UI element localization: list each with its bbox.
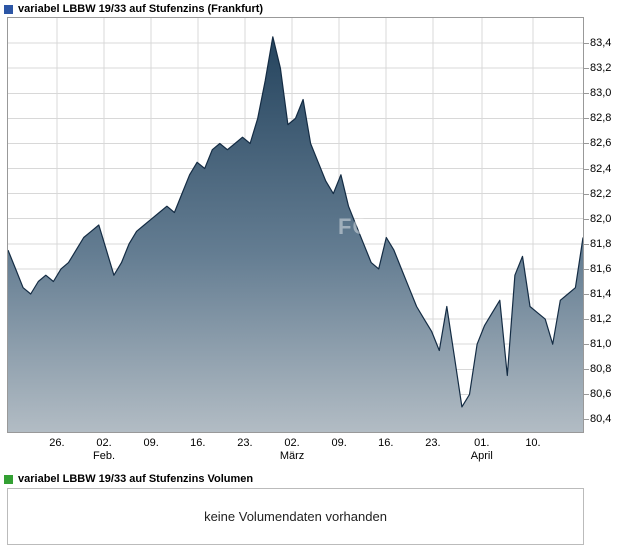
y-axis-tick-label: 83,2 (590, 62, 612, 75)
y-axis-tick-mark (584, 319, 589, 321)
y-axis-tick-label: 81,8 (590, 237, 612, 250)
x-axis-tick-label: 26. (49, 437, 65, 449)
x-axis-tick-label: 09. (143, 437, 159, 449)
y-axis-tick-label: 83,4 (590, 37, 612, 50)
x-axis-tick-label: 23. (425, 437, 441, 449)
y-axis-tick-mark (584, 168, 589, 170)
y-axis-tick-label: 80,6 (590, 388, 612, 401)
y-axis-tick-mark (584, 394, 589, 396)
x-axis-tick-label: 09. (331, 437, 347, 449)
y-axis-tick-label: 82,2 (590, 187, 612, 200)
x-axis-tick-label: 02. (96, 437, 112, 449)
y-axis-tick-label: 80,4 (590, 413, 612, 426)
volume-empty-box: keine Volumendaten vorhanden (7, 488, 584, 545)
y-axis-tick-label: 81,2 (590, 313, 612, 326)
y-axis-tick-label: 81,6 (590, 262, 612, 275)
volume-series-bullet-icon (4, 474, 13, 484)
y-axis-tick-mark (584, 193, 589, 195)
price-series-bullet-icon (4, 4, 13, 14)
y-axis-tick-mark (584, 294, 589, 295)
volume-empty-message: keine Volumendaten vorhanden (204, 509, 387, 524)
y-axis-tick-label: 82,0 (590, 212, 612, 225)
y-axis-tick-mark (584, 419, 589, 421)
volume-title-row: variabel LBBW 19/33 auf Stufenzins Volum… (4, 473, 253, 485)
price-chart-plot: FC (7, 17, 584, 433)
x-axis-tick-label: 01. (474, 437, 490, 449)
x-axis-month-label: Feb. (93, 450, 116, 462)
y-axis-tick-mark (584, 68, 589, 70)
y-axis-tick-label: 82,4 (590, 162, 612, 175)
y-axis-tick-mark (584, 143, 589, 145)
x-axis-tick-label: 23. (237, 437, 253, 449)
price-chart-title-row: variabel LBBW 19/33 auf Stufenzins (Fran… (4, 3, 263, 15)
x-axis-tick-label: 16. (378, 437, 394, 449)
price-chart-title: variabel LBBW 19/33 auf Stufenzins (Fran… (18, 3, 264, 15)
y-axis-tick-mark (584, 268, 589, 270)
y-axis-tick-label: 81,4 (590, 288, 612, 300)
y-axis-tick-label: 82,8 (590, 112, 612, 125)
x-axis-tick-label: 16. (190, 437, 206, 449)
y-axis-tick-mark (584, 43, 589, 45)
price-area-chart (8, 18, 583, 432)
y-axis-tick-label: 81,0 (590, 338, 612, 351)
volume-chart-title: variabel LBBW 19/33 auf Stufenzins Volum… (18, 473, 254, 485)
x-axis-month-label: März (279, 450, 305, 462)
y-axis-tick-mark (584, 369, 589, 371)
y-axis-tick-mark (584, 93, 589, 95)
y-axis-tick-mark (584, 344, 589, 346)
y-axis-tick-mark (584, 118, 589, 120)
x-axis-month-label: April (470, 450, 493, 462)
x-axis-tick-label: 10. (525, 437, 541, 449)
y-axis-tick-label: 83,0 (590, 87, 612, 100)
y-axis-tick-mark (584, 218, 589, 220)
y-axis-tick-label: 82,6 (590, 137, 612, 150)
y-axis-tick-label: 80,8 (590, 363, 612, 376)
x-axis-tick-label: 02. (284, 437, 300, 449)
y-axis-tick-mark (584, 243, 589, 245)
